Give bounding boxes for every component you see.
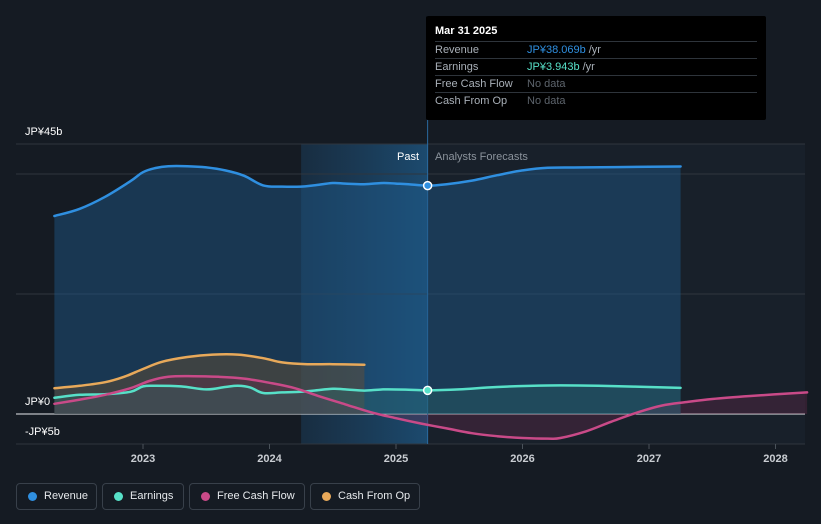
revenue-area bbox=[54, 166, 681, 414]
legend-item-free-cash-flow[interactable]: Free Cash Flow bbox=[189, 483, 305, 510]
y-tick-label-max: JP¥45b bbox=[25, 126, 63, 138]
forecast-label: Analysts Forecasts bbox=[435, 151, 528, 163]
earnings-marker bbox=[422, 385, 433, 396]
free-cash-flow-line bbox=[53, 374, 809, 441]
x-tick-label: 2028 bbox=[763, 453, 787, 465]
x-tick-label: 2023 bbox=[131, 453, 155, 465]
legend-dot-icon bbox=[28, 492, 37, 501]
x-tick-label: 2027 bbox=[637, 453, 661, 465]
tooltip-row-earnings: Earnings JP¥3.943b/yr bbox=[435, 58, 757, 76]
revenue-marker bbox=[422, 180, 433, 191]
free-cash-flow-area bbox=[54, 376, 808, 439]
legend-dot-icon bbox=[322, 492, 331, 501]
cash-from-op-area bbox=[54, 354, 365, 414]
tooltip-value: No data bbox=[527, 95, 566, 107]
tooltip-row-cash-from-op: Cash From Op No data bbox=[435, 92, 757, 110]
chart-lines bbox=[53, 164, 809, 441]
legend-dot-icon bbox=[201, 492, 210, 501]
legend-item-earnings[interactable]: Earnings bbox=[102, 483, 184, 510]
legend-label: Free Cash Flow bbox=[217, 490, 295, 502]
tooltip-unit: /yr bbox=[582, 61, 595, 73]
legend-label: Earnings bbox=[130, 490, 174, 502]
tooltip-date: Mar 31 2025 bbox=[435, 25, 498, 37]
tooltip-row-revenue: Revenue JP¥38.069b/yr bbox=[435, 41, 757, 59]
tooltip-label: Free Cash Flow bbox=[435, 78, 513, 90]
x-axis: 2023 2024 2025 2026 2027 2028 bbox=[131, 444, 788, 465]
tooltip-value: No data bbox=[527, 78, 566, 90]
chart-areas bbox=[54, 166, 808, 439]
y-tick-label-min: -JP¥5b bbox=[25, 426, 60, 438]
tooltip-label: Earnings bbox=[435, 61, 479, 73]
past-label: Past bbox=[397, 151, 419, 163]
y-tick-label-zero: JP¥0 bbox=[25, 396, 51, 408]
tooltip-label: Revenue bbox=[435, 44, 480, 56]
tooltip-row-free-cash-flow: Free Cash Flow No data bbox=[435, 75, 757, 93]
legend-item-cash-from-op[interactable]: Cash From Op bbox=[310, 483, 420, 510]
earnings-line bbox=[53, 384, 682, 400]
tooltip-value: JP¥3.943b bbox=[527, 61, 580, 73]
earnings-area bbox=[54, 385, 681, 414]
tooltip-label: Cash From Op bbox=[435, 95, 508, 107]
legend-item-revenue[interactable]: Revenue bbox=[16, 483, 97, 510]
x-tick-label: 2025 bbox=[384, 453, 408, 465]
x-tick-label: 2026 bbox=[510, 453, 534, 465]
revenue-line bbox=[53, 164, 682, 218]
legend-label: Cash From Op bbox=[338, 490, 411, 502]
legend-label: Revenue bbox=[44, 490, 89, 502]
chart-markers bbox=[422, 180, 433, 396]
legend-dot-icon bbox=[114, 492, 123, 501]
cash-from-op-line bbox=[53, 352, 366, 390]
tooltip-value: JP¥38.069b bbox=[527, 44, 586, 56]
tooltip: Mar 31 2025 Revenue JP¥38.069b/yr Earnin… bbox=[426, 16, 766, 120]
tooltip-unit: /yr bbox=[588, 44, 601, 56]
x-tick-label: 2024 bbox=[257, 453, 282, 465]
